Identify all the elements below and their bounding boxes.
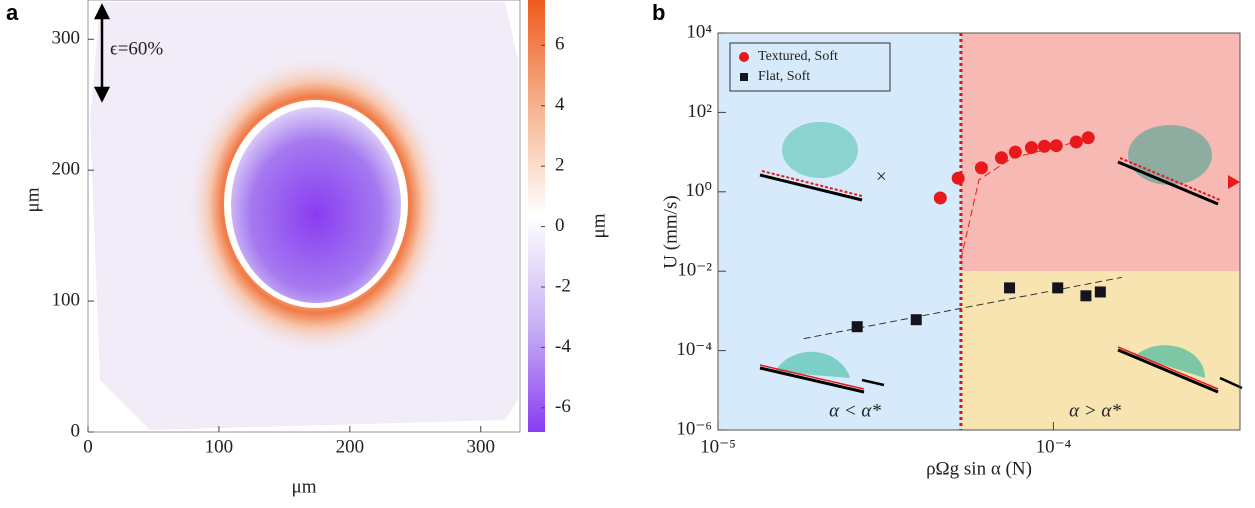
y-axis-label: μm [22, 187, 43, 212]
data-point [1037, 139, 1051, 153]
panel-label: a [6, 0, 19, 25]
region-above-slow [960, 271, 1240, 430]
data-point [1008, 145, 1022, 159]
panel-label: b [652, 0, 665, 25]
legend-label: Textured, Soft [758, 49, 838, 64]
droplet-sketches: × [759, 122, 1243, 394]
colorbar-tick-label: -2 [555, 275, 571, 296]
y-tick-label: 10⁴ [686, 21, 712, 42]
fit-line [803, 276, 1122, 340]
x-tick-label: 10⁻⁴ [1036, 436, 1072, 457]
y-tick-label: 10⁻⁴ [676, 339, 712, 360]
data-point [1080, 290, 1092, 302]
y-axis-label: U (mm/s) [660, 195, 681, 268]
data-point [974, 161, 988, 175]
data-point [851, 321, 863, 333]
y-tick-label: 200 [52, 159, 81, 180]
annotation: ϵ=60% [110, 38, 163, 59]
colorbar-tick-label: -4 [555, 336, 571, 357]
legend-box [729, 42, 891, 92]
region-label: α > α* [1069, 400, 1121, 421]
data-point [1094, 286, 1106, 298]
y-tick-label: 10⁻⁶ [676, 418, 712, 439]
y-tick-label: 10² [687, 101, 712, 122]
legend-marker [739, 52, 749, 62]
x-tick-label: 0 [83, 436, 93, 457]
colorbar-tick-label: 4 [555, 94, 565, 115]
legend-label: Flat, Soft [758, 69, 810, 84]
data-point [910, 314, 922, 326]
y-tick-label: 10⁰ [685, 180, 712, 201]
region-label: α < α* [829, 400, 881, 421]
x-tick-label: 10⁻⁵ [700, 436, 736, 457]
colorbar-tick-label: 6 [555, 34, 565, 55]
x-axis-label: ρΩg sin α (N) [926, 458, 1032, 479]
data-point [1052, 282, 1064, 294]
y-tick-label: 300 [52, 28, 81, 49]
colorbar-tick-label: 0 [555, 215, 565, 236]
x-tick-label: 200 [336, 436, 365, 457]
y-tick-label: 100 [52, 289, 81, 310]
data-point [1024, 141, 1038, 155]
data-point [933, 191, 947, 205]
y-tick-label: 0 [71, 420, 81, 441]
x-tick-label: 300 [466, 436, 495, 457]
x-tick-label: 100 [205, 436, 234, 457]
legend-marker [740, 73, 748, 81]
plot-frame [87, 0, 521, 433]
data-point [1081, 131, 1095, 145]
plot-frame [717, 32, 1241, 431]
data-point [994, 151, 1008, 165]
data-point [1049, 139, 1063, 153]
colorbar-tick-label: 2 [555, 155, 565, 176]
svg-text:×: × [876, 166, 887, 187]
y-tick-label: 10⁻² [677, 260, 712, 281]
heatmap-image [90, 2, 518, 430]
colorbar-tick-label: -6 [555, 396, 571, 417]
data-point [1069, 135, 1083, 149]
x-axis-label: μm [292, 476, 317, 497]
data-point [951, 171, 965, 185]
strain-arrow [93, 3, 111, 103]
data-point [1004, 282, 1016, 294]
colorbar-label: μm [588, 213, 609, 238]
fit-line [960, 136, 1098, 260]
colorbar [528, 0, 545, 432]
